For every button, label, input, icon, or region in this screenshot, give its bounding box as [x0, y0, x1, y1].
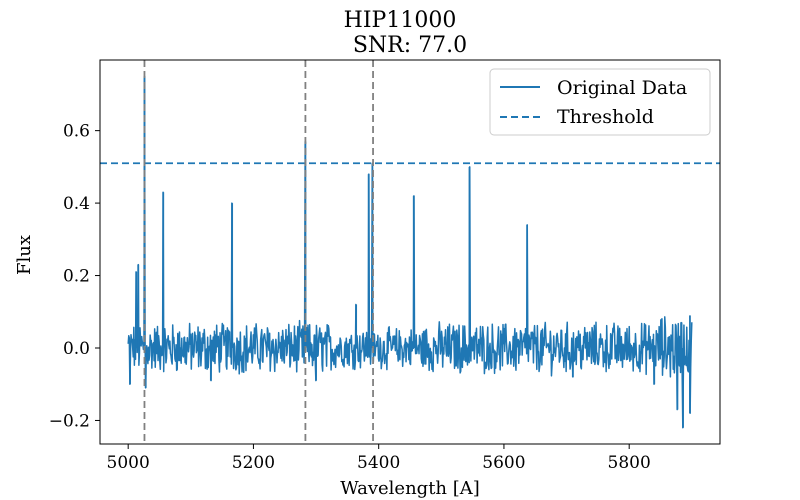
x-tick-label-2: 5400: [357, 453, 400, 473]
x-tick-label-3: 5600: [482, 453, 525, 473]
x-axis: 5000 5200 5400 5600 5800: [107, 444, 651, 473]
legend: Original Data Threshold: [489, 68, 711, 136]
chart-title: HIP11000: [344, 8, 457, 33]
y-tick-label-0: −0.2: [49, 411, 90, 431]
y-tick-label-1: 0.0: [63, 339, 90, 359]
legend-label-threshold: Threshold: [557, 106, 654, 128]
y-tick-label-4: 0.6: [63, 122, 90, 142]
plot-area: [100, 60, 720, 444]
legend-label-original-data: Original Data: [557, 77, 687, 99]
y-tick-label-2: 0.2: [63, 267, 90, 287]
y-tick-label-3: 0.4: [63, 194, 90, 214]
y-axis: −0.2 0.0 0.2 0.4 0.6: [49, 122, 100, 431]
chart-subtitle: SNR: 77.0: [353, 33, 467, 58]
legend-box: [489, 68, 711, 136]
series-original-data-line: [127, 75, 693, 429]
y-axis-label: Flux: [14, 235, 35, 275]
plot-frame: [99, 59, 721, 445]
x-tick-label-1: 5200: [232, 453, 275, 473]
x-axis-label: Wavelength [A]: [340, 478, 480, 499]
x-tick-label-4: 5800: [608, 453, 651, 473]
x-tick-label-0: 5000: [107, 453, 150, 473]
